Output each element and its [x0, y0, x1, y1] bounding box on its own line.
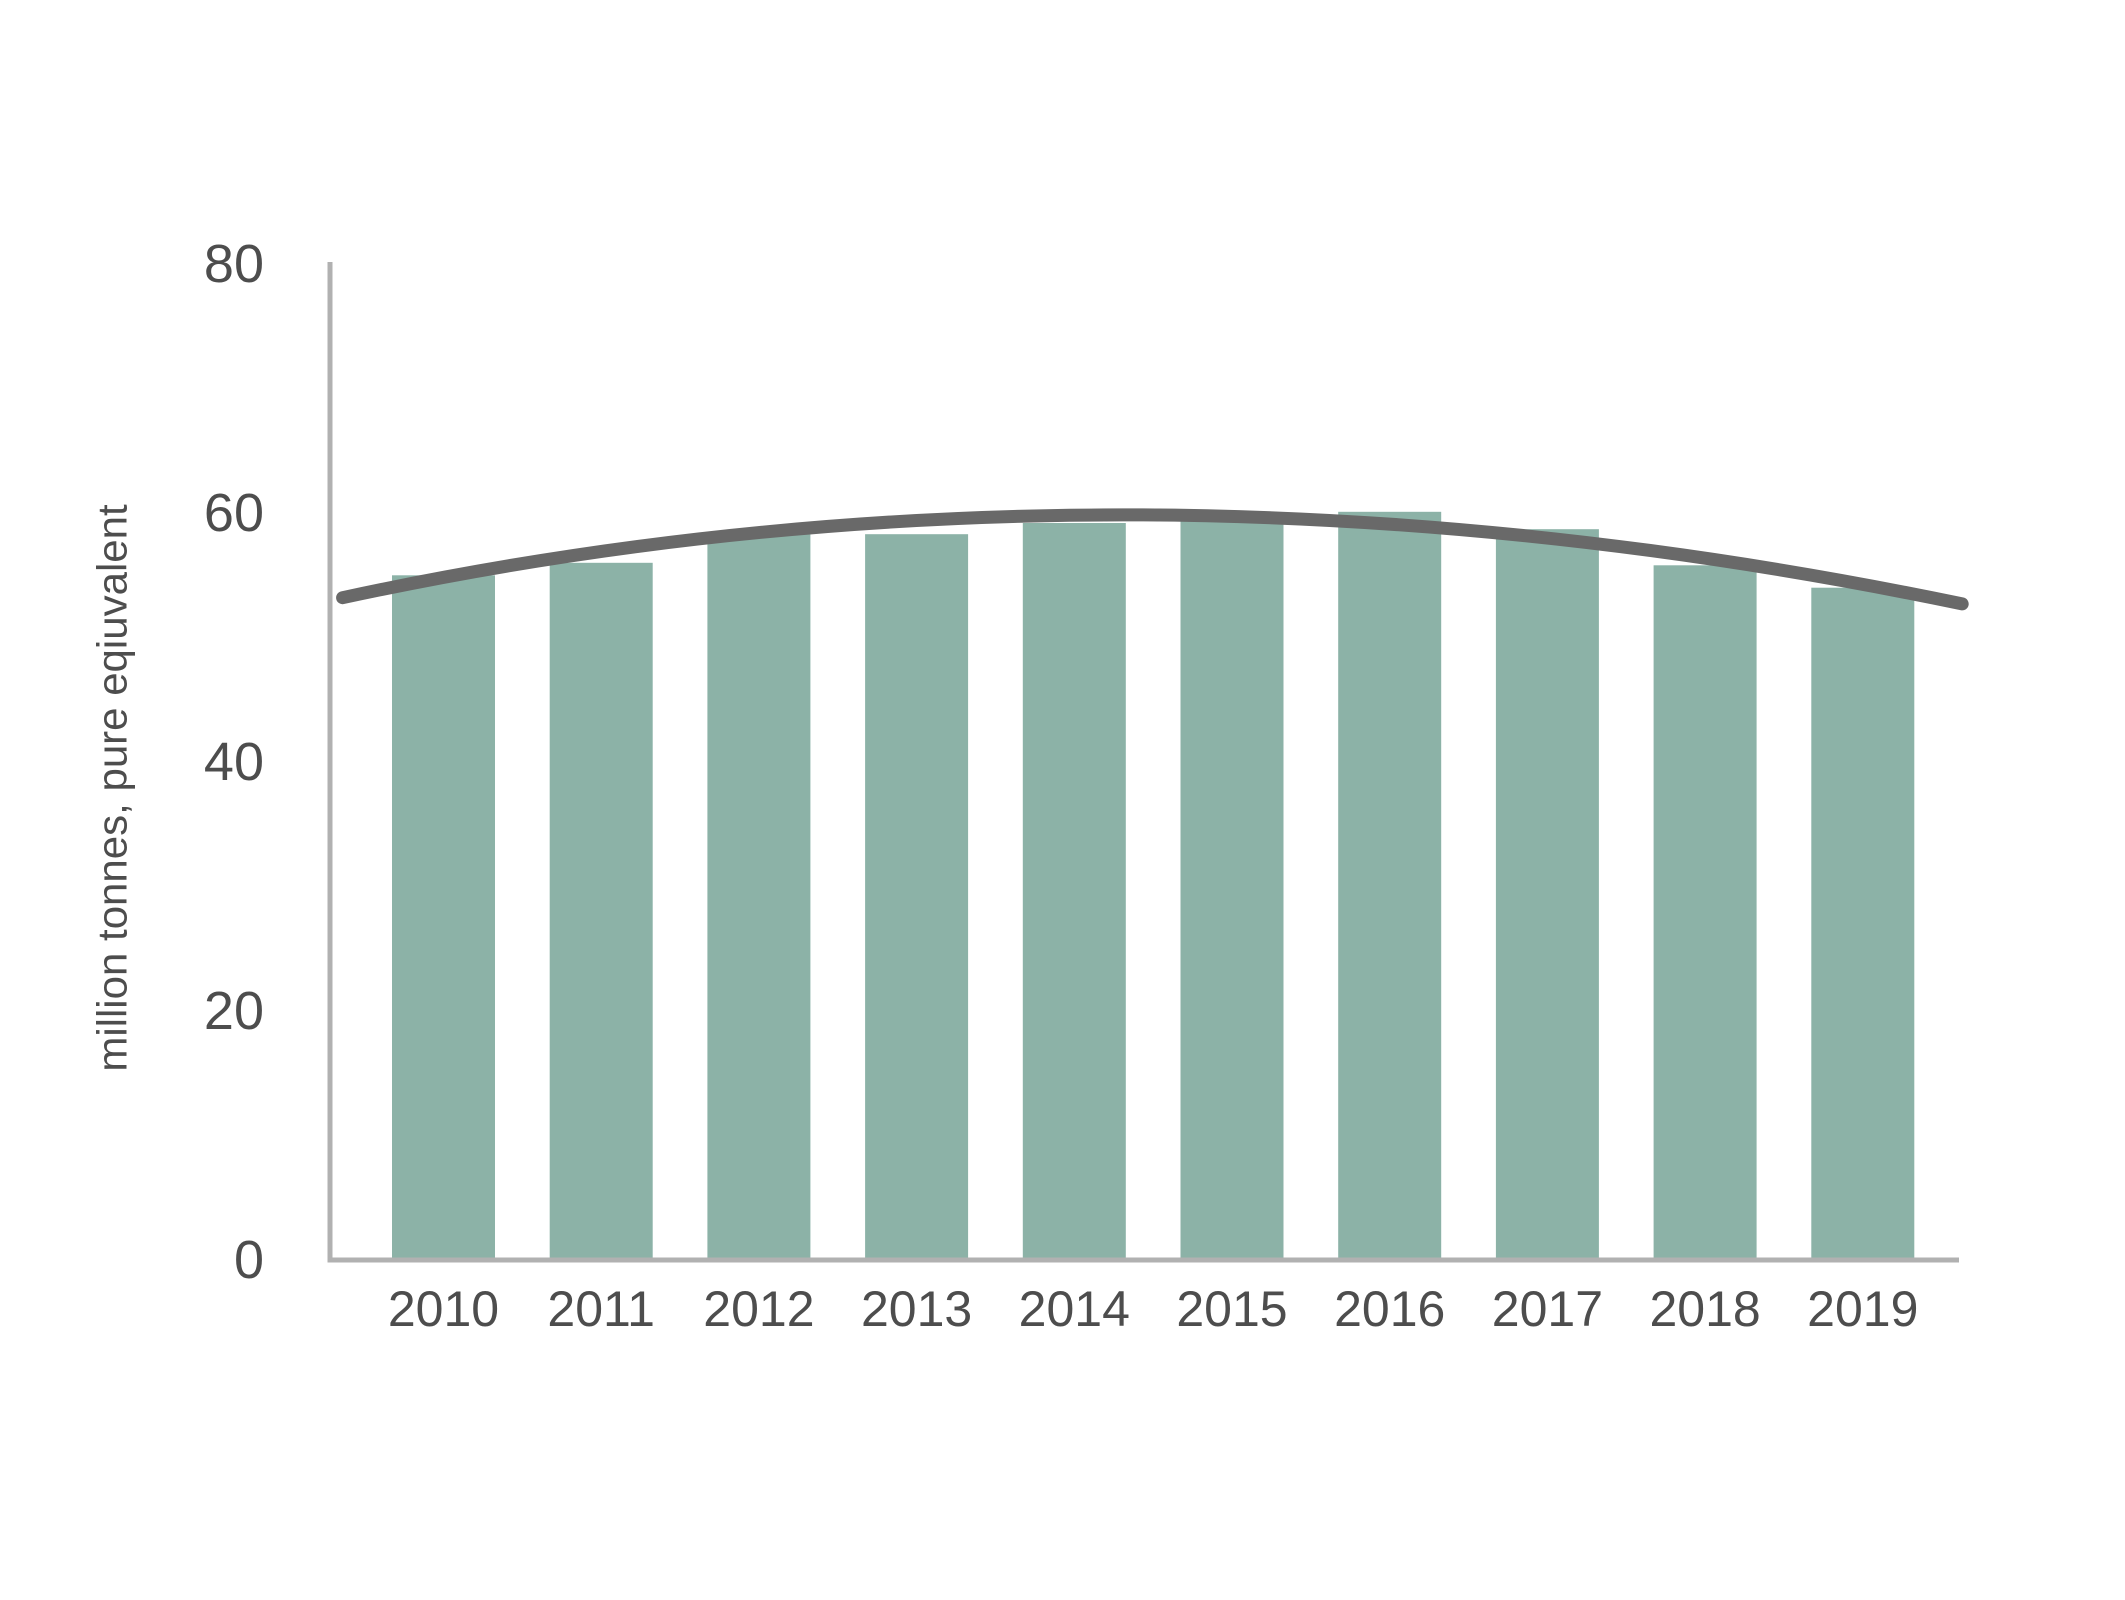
y-tick-label-60: 60 [204, 483, 264, 543]
axes-layer [327, 262, 1959, 1263]
x-axis-label-2019: 2019 [1807, 1281, 1918, 1337]
y-tick-label-0: 0 [234, 1230, 264, 1290]
bar-2017 [1495, 529, 1599, 1260]
bar-2016 [1338, 511, 1442, 1260]
labels-layer: 0 20 40 60 80 2010 2011 2012 2013 2014 2015 2016 201… [204, 234, 1918, 1337]
bar-2015 [1180, 513, 1284, 1260]
x-axis-label-2012: 2012 [703, 1281, 814, 1337]
trend-layer [336, 508, 1969, 611]
y-tick-label-20: 20 [204, 981, 264, 1041]
bar-2019 [1811, 587, 1915, 1260]
x-axis-label-2017: 2017 [1492, 1281, 1603, 1337]
x-axis-label-2011: 2011 [547, 1281, 655, 1337]
x-axis-label-2013: 2013 [861, 1281, 972, 1337]
y-axis-title: million tonnes, pure eqiuvalent [89, 504, 136, 1072]
trend-line [336, 508, 1969, 611]
x-axis-label-2016: 2016 [1334, 1281, 1445, 1337]
bar-2014 [1022, 523, 1126, 1260]
bars-layer [392, 511, 1915, 1261]
y-tick-label-40: 40 [204, 732, 264, 792]
bar-2010 [392, 575, 495, 1261]
bar-2012 [707, 532, 811, 1260]
bar-2018 [1653, 565, 1757, 1260]
x-axis-label-2018: 2018 [1649, 1281, 1760, 1337]
x-axis-label-2015: 2015 [1176, 1281, 1287, 1337]
bar-2011 [549, 562, 653, 1260]
x-axis-label-2014: 2014 [1019, 1281, 1130, 1337]
bar-2013 [865, 534, 969, 1260]
y-tick-label-80: 80 [204, 234, 264, 294]
x-axis-label-2010: 2010 [388, 1281, 499, 1337]
